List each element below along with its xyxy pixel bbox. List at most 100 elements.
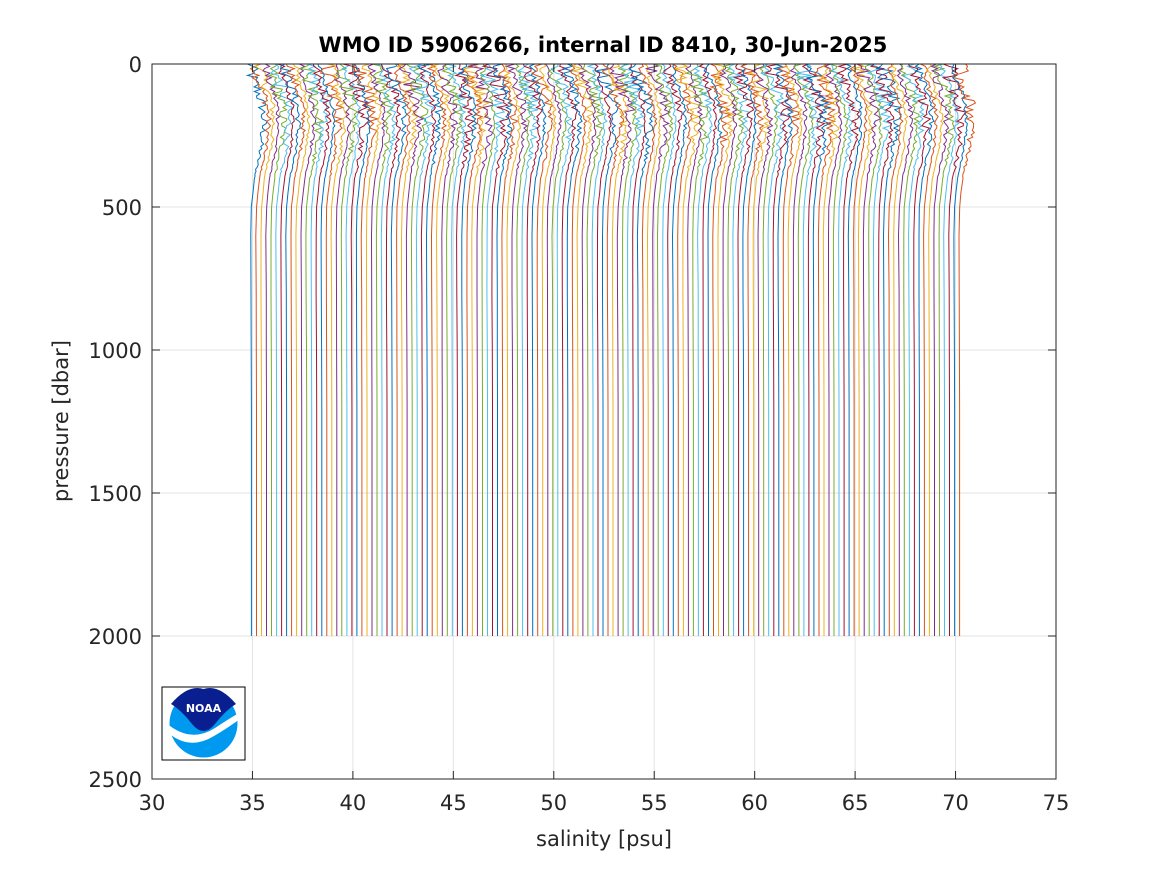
salinity-profile-line: [830, 63, 855, 636]
salinity-profile-line: [660, 63, 677, 636]
salinity-profile-line: [367, 63, 386, 636]
x-axis-label: salinity [psu]: [536, 827, 672, 851]
salinity-profile-line: [776, 63, 801, 636]
salinity-profile-line: [530, 63, 554, 636]
y-tick-labels: 0 500 1000 1500 2000 2500: [89, 53, 142, 792]
salinity-profile-line: [299, 63, 317, 636]
salinity-profile-line: [335, 63, 359, 636]
salinity-profile-line: [849, 63, 868, 636]
salinity-profile-line: [377, 63, 399, 636]
salinity-profile-line: [479, 63, 496, 636]
salinity-profile-line: [748, 63, 771, 636]
salinity-profile-line: [732, 63, 755, 636]
x-tick-label: 75: [1043, 791, 1070, 815]
salinity-profile-line: [652, 63, 674, 636]
salinity-profile-line: [514, 63, 534, 636]
salinity-profile-line: [671, 63, 688, 636]
salinity-profile-line: [353, 63, 372, 636]
salinity-profile-line: [426, 63, 448, 636]
salinity-profile-line: [672, 63, 694, 636]
salinity-profile-line: [539, 63, 557, 636]
salinity-profile-line: [628, 63, 654, 636]
salinity-profile-line: [245, 63, 268, 636]
salinity-profile-line: [758, 63, 778, 636]
salinity-profile-line: [361, 63, 383, 636]
x-tick-label: 50: [540, 791, 567, 815]
salinity-profile-line: [267, 63, 288, 636]
salinity-profile-line: [306, 63, 329, 636]
salinity-profile-line: [793, 63, 814, 636]
salinity-profile-line: [698, 63, 718, 636]
salinity-profile-line: [663, 63, 683, 636]
salinity-profile-line: [504, 63, 529, 636]
salinity-profile-line: [856, 63, 882, 636]
salinity-profile-line: [292, 63, 311, 636]
salinity-profile-line: [394, 63, 419, 636]
salinity-profile-line: [285, 63, 307, 636]
salinity-profile-line: [393, 63, 412, 636]
salinity-profile-line: [801, 63, 826, 636]
salinity-profile-line: [932, 63, 955, 636]
salinity-profile-line: [569, 63, 588, 636]
salinity-profile-line: [522, 63, 543, 636]
salinity-profile-line: [795, 63, 822, 636]
salinity-profile-line: [726, 63, 751, 636]
salinity-profile-line: [550, 63, 573, 636]
salinity-profile-line: [836, 63, 861, 636]
salinity-profile-line: [709, 63, 732, 636]
salinity-profile-line: [385, 63, 408, 636]
salinity-profile-line: [907, 63, 932, 636]
salinity-profile-line: [740, 63, 758, 636]
salinity-profile-line: [249, 63, 273, 636]
salinity-profile-line: [586, 63, 608, 636]
salinity-profile-line: [516, 63, 540, 636]
salinity-profile-line: [887, 63, 904, 636]
y-axis-label: pressure [dbar]: [49, 340, 73, 502]
noaa-logo-icon: NOAA: [161, 686, 246, 761]
y-tick-label: 0: [129, 53, 142, 77]
chart-title: WMO ID 5906266, internal ID 8410, 30-Jun…: [319, 33, 888, 57]
salinity-profile-line: [719, 63, 738, 636]
salinity-profile-line: [418, 63, 437, 636]
salinity-profile-line: [280, 63, 302, 636]
x-tick-labels: 30 35 40 45 50 55 60 65 70 75: [139, 791, 1070, 815]
salinity-profile-line: [712, 63, 736, 636]
salinity-profile-line: [899, 63, 920, 636]
salinity-profile-line: [875, 63, 904, 636]
salinity-profile-line: [951, 63, 969, 636]
salinity-profile-line: [608, 63, 629, 636]
salinity-profile-line: [890, 63, 909, 636]
profile-lines: [245, 63, 977, 636]
salinity-profile-line: [805, 63, 832, 636]
salinity-profile-line: [941, 63, 967, 636]
salinity-profile-line: [545, 63, 563, 636]
grid-lines: [152, 64, 1056, 779]
salinity-profile-line: [445, 63, 467, 636]
salinity-profile-line: [869, 63, 895, 636]
salinity-profile-line: [464, 63, 491, 636]
salinity-profile-line: [454, 64, 476, 636]
salinity-profile-line: [785, 63, 804, 636]
salinity-profile-line: [547, 63, 568, 636]
salinity-profile-line: [594, 63, 612, 636]
salinity-profile-line: [638, 63, 658, 636]
salinity-profile-line: [416, 63, 444, 636]
salinity-profile-line: [628, 63, 647, 636]
salinity-profile-line: [327, 63, 347, 636]
salinity-profile-line: [572, 63, 594, 636]
plot-area-frame: [151, 63, 1057, 780]
salinity-profile-line: [254, 63, 276, 636]
salinity-profile-line: [645, 63, 663, 636]
salinity-profile-line: [896, 63, 914, 636]
salinity-profile-line: [497, 63, 520, 636]
y-tick-label: 1000: [89, 339, 142, 363]
salinity-profile-line: [408, 63, 435, 636]
salinity-profile-line: [320, 63, 345, 636]
salinity-profile-line: [481, 63, 510, 636]
x-tick-label: 45: [440, 791, 467, 815]
x-tick-label: 70: [942, 791, 969, 815]
x-tick-label: 40: [340, 791, 367, 815]
salinity-profile-line: [952, 63, 977, 636]
salinity-profile-line: [645, 63, 672, 636]
